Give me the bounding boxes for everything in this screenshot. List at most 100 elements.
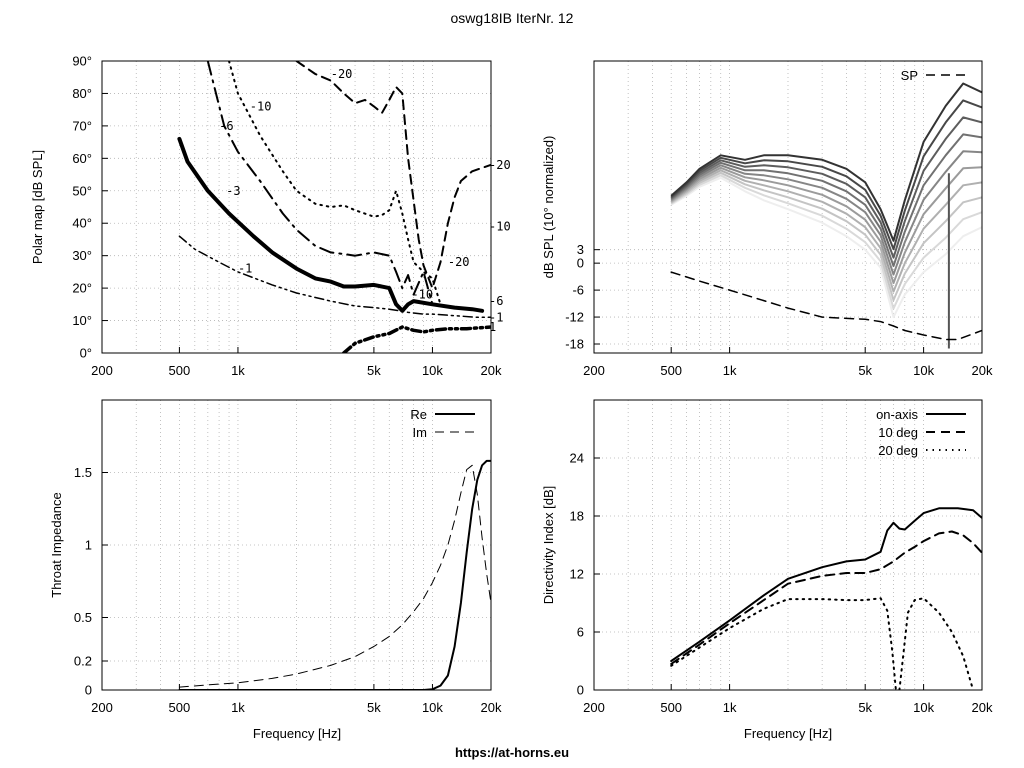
polar-series--1 bbox=[178, 235, 491, 319]
spl-family-curve-8 bbox=[670, 174, 982, 310]
spl-family-curve-5 bbox=[670, 166, 982, 285]
spl-ticks: 200 500 1k 5k 10k 20k -18 -12 -6 03 bbox=[565, 242, 993, 378]
polar-xtick-label: 500 bbox=[169, 363, 191, 378]
spl-xtick-label: 20k bbox=[972, 363, 993, 378]
impedance-xtick-label: 5k bbox=[367, 700, 381, 715]
polar-ytick-label: 30° bbox=[72, 248, 92, 263]
impedance-legend-label: Im bbox=[413, 425, 427, 440]
impedance-legend-label: Re bbox=[410, 407, 427, 422]
polar-contour-label: -10 bbox=[250, 99, 272, 113]
di-xtick-label: 10k bbox=[913, 700, 934, 715]
figure-title: oswg18IB IterNr. 12 bbox=[451, 10, 574, 26]
polar-curves bbox=[177, 61, 491, 353]
di-ticks: 200 500 1k 5k 10k 20k 0 6 12 18 24 bbox=[570, 451, 993, 716]
spl-family-curve-3 bbox=[670, 133, 982, 268]
impedance-ylabel: Throat Impedance bbox=[49, 492, 64, 598]
polar-series--10 bbox=[228, 61, 442, 306]
polar-ytick-label: 20° bbox=[72, 281, 92, 296]
polar-contour-label: -20 bbox=[331, 67, 353, 81]
impedance-ytick-label: 0 bbox=[85, 683, 92, 698]
di-xtick-label: 500 bbox=[660, 700, 682, 715]
polar-map-panel: Polar map [dB SPL] -1 -3 -6 -10 -20 -20 -10 -20… bbox=[30, 54, 511, 379]
di-legend-label: on-axis bbox=[876, 407, 918, 422]
polar-contour-label: -1 bbox=[238, 262, 252, 276]
impedance-curves bbox=[178, 459, 491, 690]
footer-url: https://at-horns.eu bbox=[455, 745, 569, 760]
spl-xtick-label: 1k bbox=[723, 363, 737, 378]
spl-ytick-label: 0 bbox=[577, 256, 584, 271]
polar-contour-label: -10 bbox=[411, 288, 433, 302]
polar-ytick-label: 60° bbox=[72, 151, 92, 166]
polar-contour-label: -3 bbox=[226, 184, 240, 198]
di-frame bbox=[593, 399, 983, 691]
spl-family-curve-9 bbox=[670, 176, 982, 319]
di-series-20-deg bbox=[670, 597, 975, 690]
spl-family-curve-4 bbox=[670, 150, 982, 276]
di-xtick-label: 200 bbox=[583, 700, 605, 715]
di-legend-label: 20 deg bbox=[878, 443, 918, 458]
polar-ytick-label: 0° bbox=[80, 346, 92, 361]
spl-family-curve-6 bbox=[670, 169, 982, 293]
spl-xtick-label: 500 bbox=[660, 363, 682, 378]
polar-ytick-label: 10° bbox=[72, 313, 92, 328]
di-xtick-label: 1k bbox=[723, 700, 737, 715]
impedance-panel: Throat Impedance Frequency [Hz] 200 500 1k… bbox=[49, 399, 502, 741]
spl-family-curve-0 bbox=[670, 82, 982, 242]
impedance-ytick-label: 1 bbox=[85, 538, 92, 553]
spl-legend: SP bbox=[901, 68, 966, 83]
spl-family-curve-2 bbox=[670, 116, 982, 259]
di-ytick-label: 0 bbox=[577, 683, 584, 698]
polar-xtick-label: 10k bbox=[422, 363, 443, 378]
impedance-ticks: 200 500 1k 5k 10k 20k 0 0.2 0.5 1 1.5 bbox=[74, 465, 502, 715]
spl-xtick-label: 10k bbox=[913, 363, 934, 378]
polar-contour-label: 1 bbox=[489, 320, 496, 334]
spl-ytick-label: 3 bbox=[577, 242, 584, 257]
polar-series--6 bbox=[206, 61, 434, 306]
polar-contour-label: -6 bbox=[489, 294, 503, 308]
impedance-series-Re bbox=[178, 459, 491, 690]
impedance-ytick-label: 1.5 bbox=[74, 465, 92, 480]
spl-panel: dB SPL (10° normalized) 200 500 1k 5k 10k 20k… bbox=[541, 60, 993, 378]
impedance-legend: Re Im bbox=[410, 407, 475, 440]
di-panel: Directivity Index [dB] Frequency [Hz] 20… bbox=[541, 399, 993, 741]
di-ytick-label: 6 bbox=[577, 625, 584, 640]
polar-contour-label: -20 bbox=[489, 158, 511, 172]
polar-contour-label: -20 bbox=[448, 255, 470, 269]
di-ylabel: Directivity Index [dB] bbox=[541, 486, 556, 605]
impedance-xtick-label: 20k bbox=[481, 700, 502, 715]
impedance-xtick-label: 500 bbox=[169, 700, 191, 715]
di-ytick-label: 18 bbox=[570, 509, 584, 524]
di-legend-label: 10 deg bbox=[878, 425, 918, 440]
di-ytick-label: 24 bbox=[570, 451, 584, 466]
di-series-10-deg bbox=[670, 530, 982, 665]
polar-contour-label: -6 bbox=[219, 119, 233, 133]
spl-ytick-label: -6 bbox=[572, 283, 584, 298]
spl-series-SP bbox=[670, 271, 982, 341]
impedance-xtick-label: 10k bbox=[422, 700, 443, 715]
polar-ytick-label: 70° bbox=[72, 118, 92, 133]
spl-xtick-label: 5k bbox=[858, 363, 872, 378]
impedance-xtick-label: 1k bbox=[231, 700, 245, 715]
polar-series--3 bbox=[177, 136, 485, 313]
di-xtick-label: 5k bbox=[858, 700, 872, 715]
polar-xtick-label: 5k bbox=[367, 363, 381, 378]
di-xlabel: Frequency [Hz] bbox=[744, 726, 832, 741]
polar-xtick-label: 1k bbox=[231, 363, 245, 378]
polar-series--1 bbox=[342, 325, 491, 353]
polar-ylabel: Polar map [dB SPL] bbox=[30, 150, 45, 264]
spl-grid bbox=[594, 61, 982, 353]
spl-legend-label: SP bbox=[901, 68, 918, 83]
di-series-on-axis bbox=[670, 507, 982, 662]
spl-ytick-label: -18 bbox=[565, 337, 584, 352]
di-legend: on-axis 10 deg 20 deg bbox=[876, 407, 966, 458]
di-xtick-label: 20k bbox=[972, 700, 993, 715]
spl-ylabel: dB SPL (10° normalized) bbox=[541, 136, 556, 279]
polar-contour-labels: -1-3-6-10-20-20-10-20-10 -6-11 bbox=[219, 67, 511, 334]
spl-curves bbox=[670, 82, 982, 349]
spl-xtick-label: 200 bbox=[583, 363, 605, 378]
impedance-frame bbox=[101, 399, 492, 691]
spl-frame bbox=[593, 60, 983, 354]
polar-ytick-label: 80° bbox=[72, 86, 92, 101]
impedance-series-Im bbox=[178, 464, 491, 688]
